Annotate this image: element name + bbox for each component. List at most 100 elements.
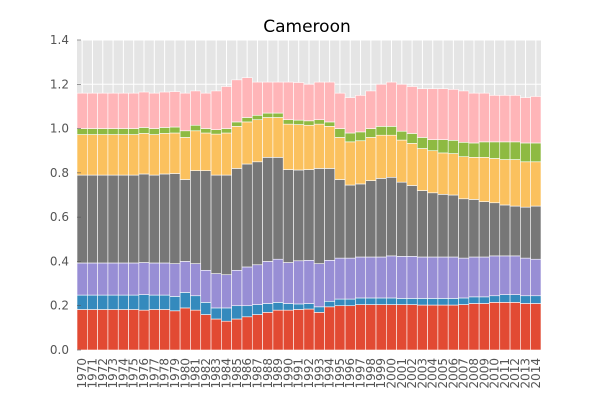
- x-tick-label: 1989: [271, 358, 285, 389]
- x-tick-label: 1992: [302, 358, 316, 389]
- bar-segment: [334, 92, 346, 129]
- bar-segment: [499, 302, 511, 351]
- bar-segment: [282, 119, 294, 125]
- x-tick-label: 2005: [436, 358, 450, 389]
- bar-segment: [406, 304, 418, 351]
- bar-segment: [221, 132, 232, 176]
- bar-segment: [251, 304, 263, 315]
- x-tick-label: 1979: [168, 358, 182, 389]
- bar-segment: [117, 134, 129, 176]
- x-tick-label: 1998: [364, 358, 378, 389]
- bar-segment: [344, 184, 356, 259]
- bar-segment: [489, 255, 501, 297]
- bar-segment: [128, 174, 140, 264]
- bar-segment: [87, 128, 98, 135]
- bar-segment: [416, 137, 428, 149]
- bar-segment: [87, 262, 98, 296]
- bar-segment: [344, 305, 356, 351]
- bar-segment: [406, 143, 418, 186]
- bar-segment: [128, 134, 140, 176]
- bar-segment: [138, 173, 150, 263]
- bar-segment: [499, 255, 511, 295]
- bar-segment: [447, 256, 459, 299]
- bar-segment: [344, 132, 356, 143]
- bar-segment: [200, 132, 212, 171]
- x-tick-label: 2006: [446, 358, 460, 389]
- bar-segment: [231, 168, 243, 271]
- x-tick-label: 1990: [281, 358, 295, 389]
- bar-segment: [324, 260, 336, 302]
- x-tick-label: 1978: [158, 358, 172, 389]
- bar-segment: [128, 294, 140, 310]
- bar-segment: [117, 92, 129, 129]
- bar-segment: [97, 92, 109, 129]
- bar-segment: [241, 77, 253, 118]
- bar-segment: [303, 260, 315, 304]
- x-tick-label: 1972: [96, 358, 110, 389]
- bar-segment: [262, 117, 274, 158]
- bar-segment: [478, 303, 490, 351]
- bar-segment: [293, 303, 305, 310]
- bar-segment: [458, 297, 470, 305]
- bar-segment: [313, 306, 325, 313]
- bar-segment: [272, 302, 284, 311]
- bar-segment: [324, 81, 336, 123]
- bar-segment: [169, 132, 181, 174]
- bar-segment: [272, 112, 284, 118]
- bar-segment: [365, 304, 377, 351]
- bar-segment: [210, 90, 222, 130]
- bar-segment: [324, 126, 336, 169]
- bar-segment: [365, 137, 377, 181]
- bar-segment: [262, 303, 274, 313]
- bar-segment: [282, 123, 294, 170]
- bar-segment: [262, 112, 274, 118]
- bar-segment: [489, 141, 501, 159]
- x-tick-label: 1991: [292, 358, 306, 389]
- bar-segment: [303, 120, 315, 126]
- bar-segment: [520, 257, 531, 297]
- y-tick-label: 1.0: [50, 122, 69, 136]
- bar-segment: [87, 92, 98, 129]
- bar-segment: [221, 128, 232, 134]
- bar-segment: [509, 95, 521, 143]
- bar-segment: [200, 302, 212, 315]
- bar-segment: [458, 142, 470, 157]
- bar-segment: [159, 133, 171, 175]
- bar-segment: [365, 256, 377, 299]
- x-tick-label: 2003: [415, 358, 429, 389]
- bar-segment: [303, 303, 315, 310]
- bar-segment: [396, 304, 408, 351]
- bar-segment: [107, 309, 119, 351]
- bar-segment: [427, 192, 439, 258]
- bar-segment: [489, 95, 501, 143]
- bar-segment: [313, 119, 325, 125]
- bar-segment: [355, 297, 367, 305]
- x-tick-label: 1986: [240, 358, 254, 389]
- bar-segment: [179, 261, 191, 293]
- x-tick-label: 1982: [199, 358, 213, 389]
- bar-segment: [365, 180, 377, 258]
- bar-segment: [509, 294, 521, 303]
- bar-segment: [468, 296, 480, 304]
- bar-segment: [437, 88, 449, 140]
- bar-segment: [221, 174, 232, 276]
- bar-segment: [478, 256, 490, 298]
- x-tick-label: 1971: [85, 358, 99, 389]
- bar-segment: [138, 294, 150, 311]
- bar-segment: [272, 117, 284, 158]
- x-tick-label: 1973: [106, 358, 120, 389]
- bar-segment: [210, 129, 222, 135]
- bar-segment: [334, 128, 346, 138]
- bar-segment: [251, 314, 263, 351]
- bar-segment: [117, 294, 129, 310]
- bar-segment: [344, 97, 356, 134]
- bar-segment: [427, 298, 439, 306]
- bar-segment: [97, 128, 109, 135]
- bar-segment: [386, 176, 397, 257]
- bar-segment: [313, 312, 325, 351]
- bar-segment: [117, 262, 129, 296]
- bar-segment: [97, 174, 109, 264]
- x-tick-label: 1983: [209, 358, 223, 389]
- bar-segment: [293, 82, 305, 121]
- bar-segment: [406, 298, 418, 305]
